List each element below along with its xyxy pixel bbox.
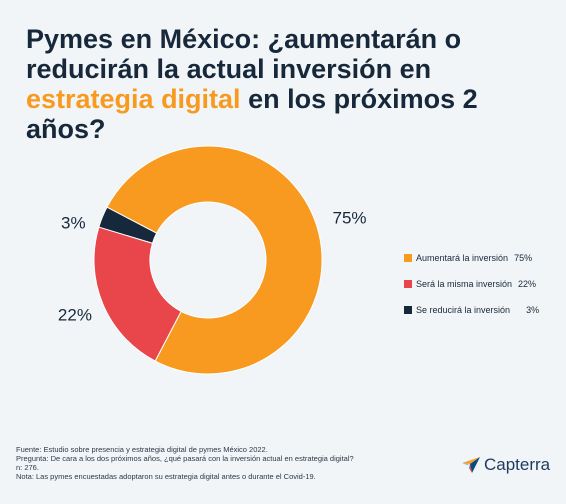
slice-value-label: 3% bbox=[61, 214, 86, 233]
title-line-3: en los próximos 2 años? bbox=[26, 84, 478, 144]
donut-slice bbox=[93, 226, 182, 362]
donut-chart: 75% 22% 3% bbox=[58, 145, 367, 375]
donut-slice bbox=[98, 206, 158, 244]
brand-name: Capterra bbox=[484, 455, 551, 474]
legend-label: Será la misma inversión bbox=[416, 279, 513, 289]
legend-swatch bbox=[404, 254, 412, 262]
legend-swatch bbox=[404, 280, 412, 288]
footnote-note: Nota: Las pymes encuestadas adoptaron su… bbox=[16, 472, 316, 481]
chart-title: Pymes en México: ¿aumentarán o reducirán… bbox=[26, 24, 546, 144]
slice-value-label: 75% bbox=[332, 209, 366, 228]
footnote-source: Fuente: Estudio sobre presencia y estrat… bbox=[16, 445, 268, 454]
legend-value: 3% bbox=[526, 305, 540, 315]
title-line-2: reducirán la actual inversión en bbox=[26, 54, 432, 84]
capterra-logo: Capterra bbox=[462, 455, 550, 475]
legend-value: 75% bbox=[514, 253, 533, 263]
donut-slices bbox=[93, 145, 323, 375]
legend: Aumentará la inversión 75% Será la misma… bbox=[404, 245, 564, 323]
donut-slice bbox=[106, 145, 323, 375]
footnote-question: Pregunta: De cara a los dos próximos año… bbox=[16, 454, 354, 463]
legend-label: Aumentará la inversión bbox=[416, 253, 509, 263]
footnotes: Fuente: Estudio sobre presencia y estrat… bbox=[16, 445, 396, 481]
slice-value-label: 22% bbox=[58, 305, 92, 324]
title-highlight: estrategia digital bbox=[26, 84, 241, 114]
legend-label: Se reducirá la inversión bbox=[416, 305, 511, 315]
legend-item: Se reducirá la inversión 3% bbox=[404, 297, 564, 323]
title-line-1: Pymes en México: ¿aumentarán o bbox=[26, 24, 462, 54]
slice-labels: 75% 22% 3% bbox=[58, 209, 367, 325]
footnote-n: n: 276. bbox=[16, 463, 39, 472]
capterra-arrow-icon bbox=[462, 457, 480, 473]
legend-item: Será la misma inversión 22% bbox=[404, 271, 564, 297]
legend-swatch bbox=[404, 306, 412, 314]
legend-value: 22% bbox=[518, 279, 537, 289]
legend-item: Aumentará la inversión 75% bbox=[404, 245, 564, 271]
